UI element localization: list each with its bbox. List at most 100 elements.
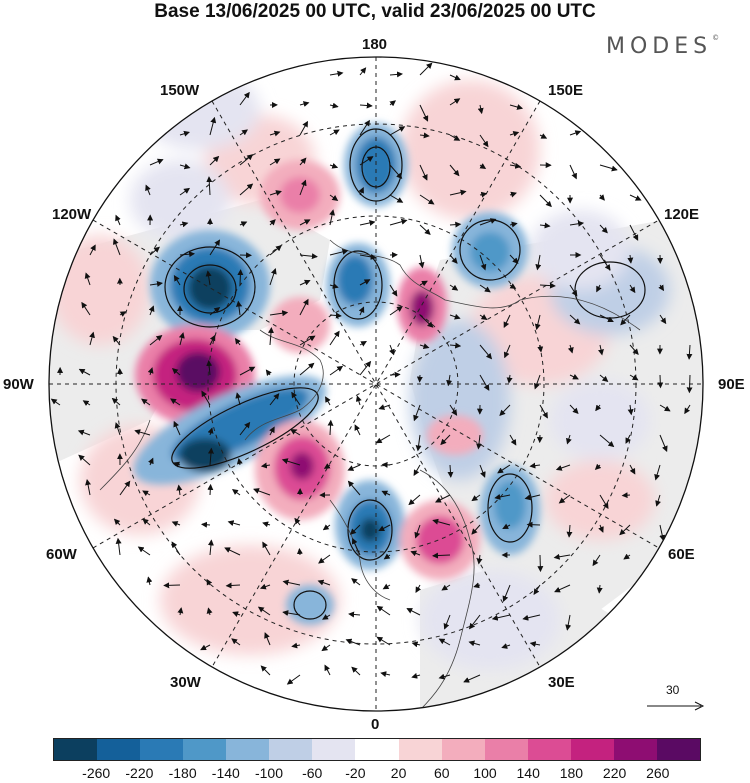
wind-arrow — [318, 554, 331, 564]
wind-arrow — [260, 665, 271, 676]
wind-arrow — [209, 116, 217, 136]
wind-arrow — [381, 490, 391, 497]
wind-arrow — [359, 102, 373, 109]
wind-arrow — [623, 553, 631, 560]
wind-arrow — [499, 404, 511, 417]
wind-arrow — [134, 429, 151, 436]
wind-arrow — [418, 254, 425, 269]
wind-arrow — [81, 301, 91, 316]
wind-arrow — [389, 284, 398, 297]
wind-arrow — [503, 344, 511, 359]
wind-arrow — [291, 642, 301, 649]
colorbar-tick-label: -100 — [254, 765, 284, 781]
wind-arrow — [85, 479, 91, 496]
wind-arrow — [468, 640, 481, 647]
wind-arrow — [479, 163, 487, 169]
wind-arrow — [200, 644, 211, 651]
wind-arrow — [329, 365, 344, 376]
wind-arrow — [269, 310, 289, 317]
wind-arrow — [438, 638, 451, 646]
wind-arrow — [415, 584, 422, 593]
wind-arrow — [627, 404, 634, 416]
wind-arrow — [77, 429, 91, 436]
wind-arrow — [329, 312, 342, 319]
wind-arrow — [78, 454, 91, 466]
wind-arrow — [441, 584, 451, 591]
colorbar-tick-label: -140 — [211, 765, 240, 781]
wind-arrow — [325, 396, 331, 406]
wind-arrow — [89, 244, 96, 256]
wind-arrow — [299, 179, 307, 196]
wind-arrow — [179, 187, 191, 196]
wind-arrow — [654, 464, 661, 481]
wind-arrow — [264, 632, 271, 646]
wind-arrow — [359, 220, 376, 226]
modes-logo: MODES© — [606, 34, 720, 59]
wind-arrow — [419, 104, 429, 122]
wind-arrow — [149, 246, 160, 256]
wind-arrow — [524, 494, 541, 501]
wind-arrow — [535, 254, 542, 271]
wind-arrow — [232, 489, 241, 496]
wind-arrow — [595, 404, 602, 412]
wind-arrow — [232, 611, 241, 617]
wind-arrow — [112, 238, 121, 256]
wind-arrow — [419, 62, 433, 76]
lon-label-60w: 60W — [46, 546, 77, 563]
wind-arrow — [359, 360, 372, 376]
wind-arrow — [281, 458, 301, 466]
wind-arrow — [479, 218, 497, 226]
reference-vector-arrow — [647, 701, 705, 711]
wind-arrow — [112, 335, 121, 346]
wind-arrow — [479, 284, 491, 293]
wind-arrow — [206, 578, 213, 586]
wind-arrow — [598, 194, 605, 201]
wind-arrow — [506, 374, 513, 384]
wind-arrow — [449, 189, 467, 196]
wind-arrow — [479, 374, 490, 391]
wind-arrow — [299, 335, 316, 346]
lon-label-120e: 120E — [664, 206, 700, 223]
wind-arrow — [413, 464, 421, 476]
wind-arrow — [599, 164, 618, 172]
wind-arrow — [329, 248, 349, 256]
wind-arrow — [537, 554, 544, 573]
wind-arrow — [565, 434, 572, 445]
wind-arrow — [446, 374, 453, 387]
wind-arrow — [534, 314, 541, 331]
wind-arrow — [502, 584, 511, 603]
wind-arrow — [329, 129, 340, 136]
wind-arrow — [237, 269, 244, 286]
wind-arrow — [170, 398, 181, 406]
wind-arrow — [148, 457, 154, 466]
wind-arrow — [142, 490, 151, 497]
wind-arrow — [494, 493, 511, 500]
wind-arrow — [447, 464, 454, 478]
wind-arrow — [443, 614, 451, 630]
wind-arrow — [476, 434, 482, 450]
wind-arrow — [533, 374, 541, 390]
colorbar-tick-label: -60 — [302, 765, 323, 781]
wind-arrow — [449, 98, 461, 106]
wind-arrow — [89, 331, 95, 346]
wind-arrow — [389, 306, 403, 316]
wind-arrow — [148, 305, 155, 316]
wind-arrow — [569, 130, 582, 136]
wind-arrow — [50, 398, 61, 406]
map-title: Base 13/06/2025 00 UTC, valid 23/06/2025… — [154, 1, 596, 22]
wind-arrow — [351, 578, 361, 586]
wind-arrow — [299, 253, 318, 260]
wind-arrow — [239, 91, 250, 106]
wind-arrow — [410, 550, 421, 557]
wind-arrow — [599, 314, 614, 322]
lon-label-150e: 150E — [548, 82, 584, 99]
colorbar-segment — [312, 739, 356, 760]
wind-arrow — [509, 221, 518, 228]
colorbar-tick-label: 180 — [559, 765, 584, 781]
polar-map — [48, 56, 704, 712]
wind-arrow — [299, 279, 311, 286]
wind-arrow — [599, 254, 611, 271]
wind-arrow — [299, 120, 308, 136]
wind-arrow — [359, 67, 367, 76]
wind-arrow — [206, 360, 213, 376]
